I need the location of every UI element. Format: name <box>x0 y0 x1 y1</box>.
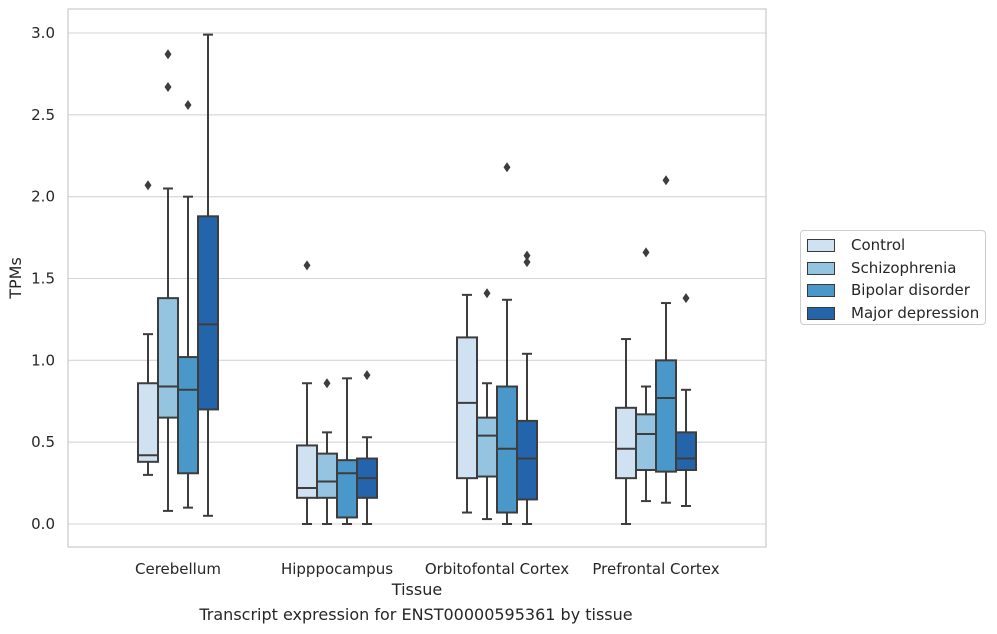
legend-swatch <box>807 306 835 320</box>
outlier-point <box>164 82 172 93</box>
box-1-3 <box>635 247 657 503</box>
box-iqr <box>296 444 318 499</box>
outlier-point <box>642 247 650 258</box>
outlier-point <box>523 257 531 268</box>
x-axis-label: Tissue <box>391 580 442 599</box>
box-1-0 <box>157 49 179 512</box>
legend-label: Schizophrenia <box>851 259 957 277</box>
box-iqr <box>336 459 358 519</box>
box-iqr <box>197 215 219 411</box>
legend-item-major-depression: Major depression <box>807 303 979 323</box>
outlier-point <box>662 175 670 186</box>
outlier-point <box>523 250 531 261</box>
box-iqr <box>316 452 338 499</box>
box-2-1 <box>336 377 358 525</box>
box-2-3 <box>655 175 677 504</box>
outlier-point <box>303 260 311 271</box>
outlier-point <box>144 180 152 191</box>
legend-item-bipolar-disorder: Bipolar disorder <box>807 280 970 300</box>
box-iqr <box>177 356 199 475</box>
outlier-point <box>363 370 371 381</box>
box-1-1 <box>316 378 338 525</box>
y-tick-label: 1.5 <box>31 270 55 288</box>
legend-label: Major depression <box>851 304 980 322</box>
y-tick-label: 0.5 <box>31 433 55 451</box>
plot-frame <box>67 8 767 548</box>
box-3-0 <box>197 33 219 517</box>
box-iqr <box>137 382 159 463</box>
x-axis-ticks: Cerebellum Hipppocampus Orbitofontal Corte… <box>135 560 720 578</box>
box-iqr <box>456 336 478 480</box>
legend-swatch <box>807 238 835 252</box>
box-iqr <box>635 413 657 471</box>
outlier-point <box>323 378 331 389</box>
legend-label: Bipolar disorder <box>851 281 970 299</box>
y-tick-label: 3.0 <box>31 24 55 42</box>
outlier-point <box>682 293 690 304</box>
outlier-point <box>483 288 491 299</box>
box-iqr <box>655 359 677 473</box>
box-0-1 <box>296 260 318 525</box>
x-tick-label: Hipppocampus <box>281 560 393 578</box>
y-tick-label: 2.5 <box>31 106 55 124</box>
box-iqr <box>615 406 637 480</box>
x-tick-label: Prefrontal Cortex <box>592 560 719 578</box>
box-2-0 <box>177 100 199 509</box>
y-tick-label: 2.0 <box>31 188 55 206</box>
outlier-point <box>184 100 192 111</box>
box-groups <box>137 33 697 525</box>
box-0-2 <box>456 293 478 514</box>
box-3-1 <box>356 370 378 525</box>
box-iqr <box>675 431 697 471</box>
legend: Control Schizophrenia Bipolar disorder M… <box>800 230 986 325</box>
box-iqr <box>516 419 538 501</box>
legend-swatch <box>807 283 835 297</box>
box-iqr <box>476 416 498 478</box>
x-tick-label: Cerebellum <box>135 560 221 578</box>
y-axis-ticks: 0.0 0.5 1.0 1.5 2.0 2.5 3.0 <box>31 24 55 533</box>
box-2-2 <box>496 162 518 525</box>
y-axis-label: TPMs <box>6 257 25 300</box>
box-1-2 <box>476 288 498 521</box>
box-3-2 <box>516 250 538 525</box>
y-tick-label: 0.0 <box>31 515 55 533</box>
legend-item-schizophrenia: Schizophrenia <box>807 258 956 278</box>
x-tick-label: Orbitofontal Cortex <box>425 560 569 578</box>
y-tick-label: 1.0 <box>31 351 55 369</box>
outlier-point <box>164 49 172 60</box>
box-iqr <box>157 297 179 419</box>
box-3-3 <box>675 293 697 507</box>
legend-label: Control <box>851 236 906 254</box>
outlier-point <box>503 162 511 173</box>
box-0-0 <box>137 180 159 476</box>
chart-caption: Transcript expression for ENST0000059536… <box>199 605 633 624</box>
legend-item-control: Control <box>807 235 905 255</box>
legend-swatch <box>807 261 835 275</box>
box-0-3 <box>615 338 637 525</box>
